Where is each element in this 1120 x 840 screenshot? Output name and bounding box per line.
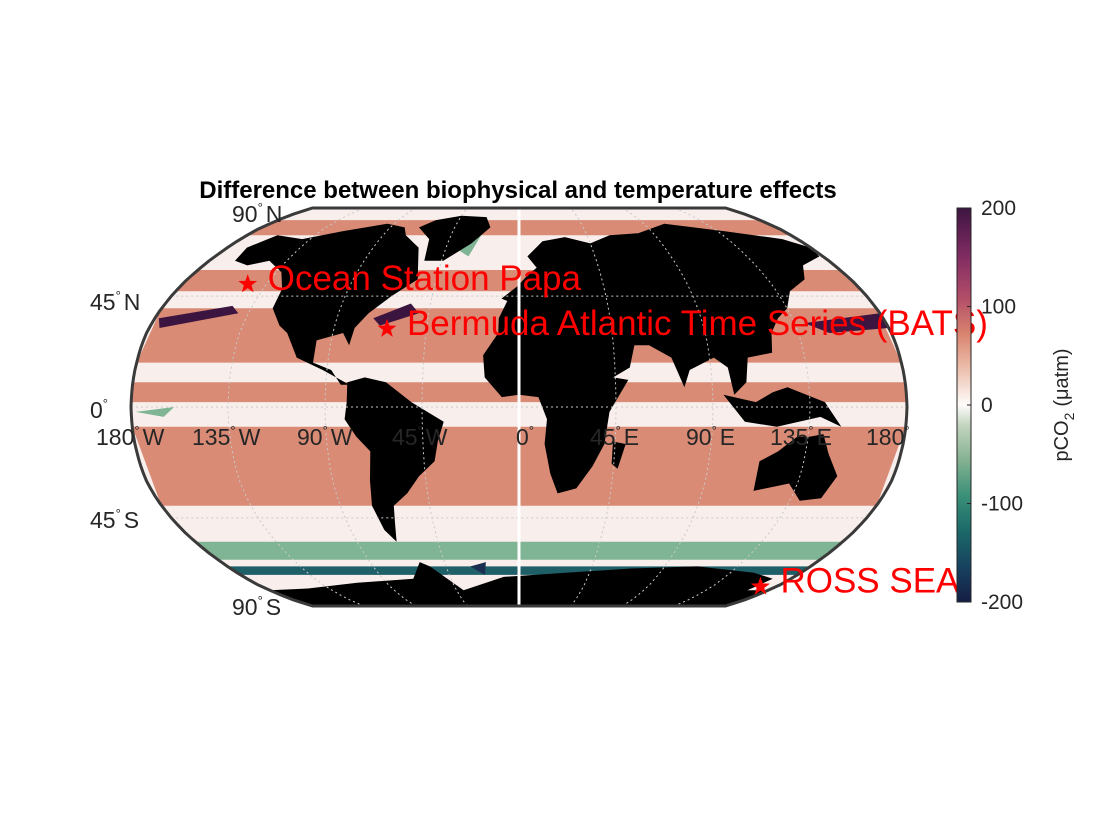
lat-label-hemisphere: S (266, 594, 281, 620)
meridian-line (421, 208, 468, 606)
degree-symbol: ° (116, 506, 121, 521)
station-label: ROSS SEA (780, 562, 960, 601)
lat-label-number: 45 (90, 507, 116, 533)
colorbar-tick-label: 100 (981, 296, 1016, 319)
lon-label-hemisphere: W (143, 424, 165, 450)
lon-label-number: 45 (392, 424, 418, 450)
lon-label: 45° E (590, 423, 639, 450)
lon-label-number: 0 (516, 424, 529, 450)
lat-label-hemisphere: S (124, 507, 139, 533)
greenland-landmass (419, 215, 491, 261)
lon-label-number: 90 (686, 424, 712, 450)
station-star-marker (377, 318, 397, 337)
lon-label-number: 180 (866, 424, 904, 450)
station-label: Ocean Station Papa (268, 259, 582, 298)
latitude-labels: 90° N45° N0°45° S90° S (90, 200, 282, 620)
lon-label-number: 45 (590, 424, 616, 450)
degree-symbol: ° (230, 423, 235, 438)
colorbar-ticks: 200 100 0 -100 -200 (967, 197, 1023, 614)
lon-label: 180° (866, 423, 910, 450)
meridian-line (324, 208, 417, 606)
purple-patch-north-pacific-west (158, 305, 239, 328)
lon-label-number: 90 (297, 424, 323, 450)
station-star-marker (750, 576, 770, 595)
lon-label-hemisphere: W (239, 424, 261, 450)
degree-symbol: ° (103, 396, 108, 411)
lon-label-hemisphere: E (624, 424, 639, 450)
meridian-line (673, 208, 811, 606)
degree-symbol: ° (808, 423, 813, 438)
navy-patch-weddell (470, 562, 486, 575)
lon-label-hemisphere: W (426, 424, 448, 450)
map-frame (129, 206, 909, 608)
lat-label-number: 45 (90, 289, 116, 315)
lon-label: 135° E (770, 423, 832, 450)
degree-symbol: ° (712, 423, 717, 438)
degree-symbol: ° (258, 200, 263, 215)
colorbar-label-prefix: pCO (1051, 420, 1073, 461)
lat-label-hemisphere: N (266, 201, 283, 227)
world-map (129, 206, 909, 608)
meridian-line (621, 208, 714, 606)
lon-label-number: 180 (96, 424, 134, 450)
colorbar-label: pCO2 (μatm) (1051, 348, 1077, 461)
degree-symbol: ° (258, 593, 263, 608)
lat-label: 90° S (232, 593, 281, 620)
lat-label: 0° (90, 396, 108, 423)
degree-symbol: ° (134, 423, 139, 438)
purple-patch-gulf-stream (373, 303, 419, 326)
station-label: Bermuda Atlantic Time Series (BATS) (407, 304, 988, 343)
map-title: Difference between biophysical and tempe… (199, 177, 837, 204)
lon-label-hemisphere: E (720, 424, 735, 450)
lat-label-number: 90 (232, 594, 258, 620)
lat-label-number: 90 (232, 201, 258, 227)
lat-label: 90° N (232, 200, 282, 227)
north-america-landmass (235, 223, 419, 385)
colorbar-tick-label: 0 (981, 394, 993, 417)
green-patch-equatorial-pacific (135, 407, 175, 417)
lon-label-number: 135 (192, 424, 230, 450)
degree-symbol: ° (616, 423, 621, 438)
meridian-line (570, 208, 617, 606)
lat-label: 45° S (90, 506, 139, 533)
colorbar-tick-label: -100 (981, 493, 1023, 516)
colorbar-tick-label: -200 (981, 591, 1023, 614)
degree-symbol: ° (904, 423, 909, 438)
station-markers: Ocean Station Papa Bermuda Atlantic Time … (238, 259, 988, 601)
lon-label: 0° (516, 423, 534, 450)
degree-symbol: ° (418, 423, 423, 438)
south-america-landmass (344, 377, 444, 542)
lat-label-hemisphere: N (124, 289, 141, 315)
lat-label-number: 0 (90, 397, 103, 423)
colorbar-tick-label: 200 (981, 197, 1016, 220)
lat-label: 45° N (90, 288, 140, 315)
lon-label: 90° W (297, 423, 353, 450)
eurasia-africa-landmass (483, 223, 820, 494)
lon-label-hemisphere: E (817, 424, 832, 450)
land-mask (235, 215, 842, 606)
lon-label-number: 135 (770, 424, 808, 450)
station-star-marker (238, 274, 258, 293)
degree-symbol: ° (323, 423, 328, 438)
lon-label: 135° W (192, 423, 261, 450)
longitude-labels: 180° W 135° W 90° W 45° W 0° 45° E 90° E 135° E 180° (96, 423, 910, 450)
lon-label: 45° W (392, 423, 448, 450)
australia-landmass (753, 434, 838, 501)
antarctica-landmass (269, 562, 773, 606)
colorbar: 200 100 0 -100 -200 pCO2 (μatm) (956, 197, 1077, 614)
colorbar-label-unit: (μatm) (1051, 348, 1073, 406)
purple-patch-kuroshio (804, 313, 889, 333)
degree-symbol: ° (116, 288, 121, 303)
colorbar-label-subscript: 2 (1061, 412, 1077, 420)
lon-label: 180° W (96, 423, 165, 450)
lon-label-hemisphere: W (331, 424, 353, 450)
degree-symbol: ° (529, 423, 534, 438)
lon-label: 90° E (686, 423, 735, 450)
